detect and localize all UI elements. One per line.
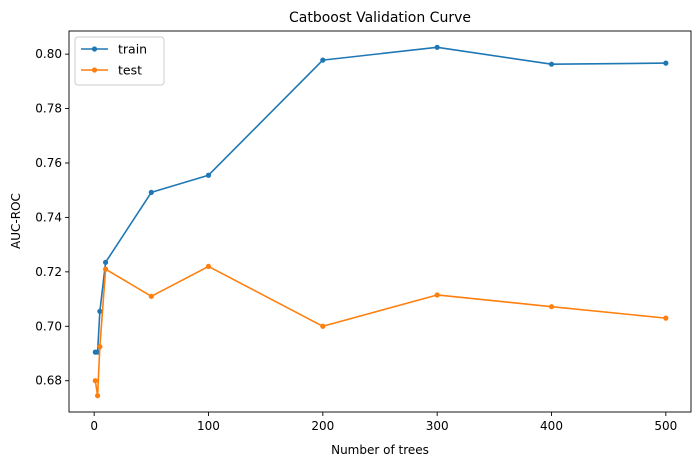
data-point-train [434, 44, 440, 50]
y-tick-label: 0.78 [35, 102, 62, 116]
chart-title: Catboost Validation Curve [289, 10, 471, 26]
y-axis-label: AUC-ROC [9, 193, 23, 249]
data-point-test [663, 315, 669, 321]
x-tick-label: 100 [197, 419, 220, 433]
data-point-train [102, 259, 109, 265]
data-point-train [548, 61, 555, 67]
legend-marker-test [91, 67, 98, 73]
y-tick-label: 0.68 [35, 374, 62, 388]
x-tick-label: 0 [90, 419, 98, 433]
data-point-train [148, 189, 154, 195]
data-point-train [320, 57, 326, 63]
data-point-train [205, 172, 212, 178]
data-point-test [548, 304, 555, 310]
legend-label-train: train [118, 42, 147, 57]
data-point-test [94, 393, 101, 399]
data-point-train [663, 60, 669, 66]
y-tick-label: 0.80 [35, 47, 62, 61]
y-tick-label: 0.76 [35, 156, 62, 170]
data-point-test [97, 344, 103, 350]
x-axis: 0 100 200 300 400 500 [90, 412, 677, 433]
data-point-test [320, 323, 326, 329]
y-tick-label: 0.70 [35, 319, 62, 333]
data-point-train [97, 308, 103, 314]
data-point-test [148, 293, 154, 299]
y-axis: 0.68 0.70 0.72 0.74 0.76 0.78 0.80 [35, 47, 69, 388]
plot-area-frame [68, 30, 692, 413]
series-line-test [94, 265, 666, 397]
data-point-test [205, 263, 212, 270]
series-line-train [95, 46, 666, 353]
series-layer [92, 44, 669, 399]
x-tick-label: 300 [426, 419, 449, 433]
legend-marker-train [91, 46, 98, 52]
data-point-test [92, 378, 98, 384]
x-tick-label: 400 [540, 419, 563, 433]
x-tick-label: 500 [654, 419, 677, 433]
data-point-test [102, 266, 109, 272]
x-axis-label: Number of trees [331, 443, 429, 457]
data-point-test [434, 292, 440, 298]
y-tick-label: 0.74 [35, 210, 62, 224]
legend-label-test: test [118, 63, 142, 78]
legend: train test [74, 36, 165, 86]
x-tick-label: 200 [311, 419, 334, 433]
y-tick-label: 0.72 [35, 265, 62, 279]
